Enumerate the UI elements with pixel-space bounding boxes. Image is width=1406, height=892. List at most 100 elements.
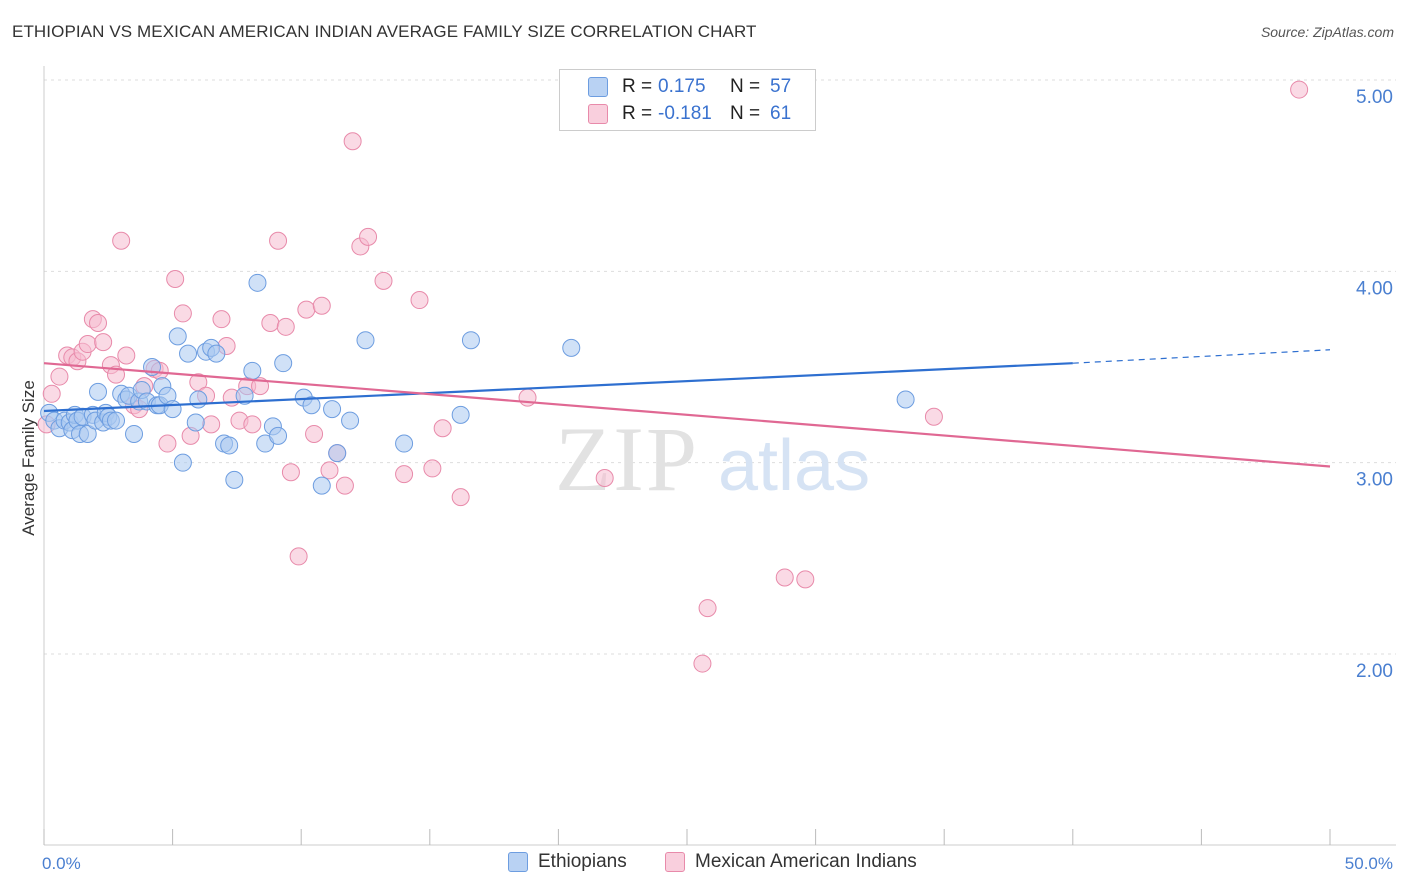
- data-point: [269, 231, 288, 250]
- data-point: [343, 132, 362, 151]
- data-point: [395, 465, 414, 484]
- data-point: [189, 390, 208, 409]
- data-point: [50, 367, 69, 386]
- data-point: [125, 424, 144, 443]
- data-point: [423, 459, 442, 478]
- data-point: [395, 434, 414, 453]
- watermark-zip: ZIP: [555, 408, 699, 510]
- data-point: [173, 304, 192, 323]
- data-point: [179, 344, 198, 363]
- legend-n-value: 61: [770, 103, 792, 124]
- legend-swatch-pink: [588, 104, 608, 124]
- data-point: [302, 396, 321, 415]
- data-point: [220, 436, 239, 455]
- data-point: [276, 317, 295, 336]
- data-point: [163, 400, 182, 419]
- axes: 2.00 3.00 4.00 5.00 0.0% 50.0%: [42, 66, 1396, 873]
- data-point: [335, 476, 354, 495]
- legend-stats: R = 0.175 N = 57 R = -0.181 N = 61: [559, 69, 816, 131]
- legend-label: Ethiopians: [538, 851, 627, 872]
- data-point: [461, 331, 480, 350]
- data-point: [89, 382, 108, 401]
- watermark-atlas: atlas: [718, 426, 870, 506]
- data-point: [1290, 80, 1309, 99]
- data-point: [94, 333, 113, 352]
- legend-swatch-pink: [665, 852, 685, 872]
- data-point: [78, 335, 97, 354]
- data-point: [243, 361, 262, 380]
- data-point: [796, 570, 815, 589]
- legend-swatch-blue: [588, 77, 608, 97]
- data-point: [269, 426, 288, 445]
- data-point: [924, 407, 943, 426]
- data-point: [158, 434, 177, 453]
- data-point: [207, 344, 226, 363]
- data-point: [235, 386, 254, 405]
- data-point: [78, 424, 97, 443]
- data-point: [312, 296, 331, 315]
- data-point: [451, 488, 470, 507]
- data-point: [274, 354, 293, 373]
- y-tick-label: 3.00: [1356, 470, 1393, 491]
- data-point: [173, 453, 192, 472]
- trend-line-mexican-american-indians: [43, 362, 1331, 468]
- data-point: [341, 411, 360, 430]
- source-credit: Source: ZipAtlas.com: [1260, 24, 1394, 40]
- data-point: [312, 476, 331, 495]
- y-tick-label: 4.00: [1356, 278, 1393, 299]
- x-tick-label: 50.0%: [1345, 854, 1393, 873]
- data-point: [356, 331, 375, 350]
- data-point: [89, 313, 108, 332]
- data-point: [693, 654, 712, 673]
- legend-r-value: 0.175: [658, 76, 706, 97]
- legend-r-label: R =: [622, 103, 653, 124]
- legend-swatch-blue: [508, 852, 528, 872]
- data-point: [42, 384, 61, 403]
- data-point: [451, 405, 470, 424]
- data-point: [896, 390, 915, 409]
- legend-n-value: 57: [770, 76, 792, 97]
- legend-item-ethiopians: Ethiopians: [508, 851, 627, 873]
- y-tick-label: 5.00: [1356, 87, 1393, 108]
- x-tick-label: 0.0%: [42, 854, 81, 873]
- grid-lines: [44, 79, 1396, 655]
- data-point: [186, 413, 205, 432]
- data-point: [117, 346, 136, 365]
- data-point: [359, 227, 378, 246]
- legend-item-mexican-american-indians: Mexican American Indians: [665, 851, 917, 873]
- series-mexican-american-indians-points: [37, 80, 1309, 673]
- data-point: [166, 269, 185, 288]
- data-point: [202, 415, 221, 434]
- data-point: [323, 400, 342, 419]
- y-tick-label: 2.00: [1356, 661, 1393, 682]
- data-point: [168, 327, 187, 346]
- legend-r-value: -0.181: [658, 103, 712, 124]
- data-point: [225, 470, 244, 489]
- legend-row-mexican-american-indians: R = -0.181 N = 61: [560, 102, 791, 126]
- data-point: [305, 424, 324, 443]
- series-ethiopians-points: [40, 273, 915, 495]
- data-point: [289, 547, 308, 566]
- data-point: [433, 419, 452, 438]
- data-point: [112, 231, 131, 250]
- data-point: [248, 273, 267, 292]
- data-point: [281, 463, 300, 482]
- data-point: [775, 568, 794, 587]
- chart-title: ETHIOPIAN VS MEXICAN AMERICAN INDIAN AVE…: [12, 22, 757, 41]
- legend-series: Ethiopians Mexican American Indians: [0, 851, 1406, 877]
- data-point: [261, 313, 280, 332]
- data-point: [562, 338, 581, 357]
- y-axis-label: Average Family Size: [19, 380, 38, 536]
- legend-n-label: N =: [730, 103, 761, 124]
- trend-line-ethiopians-extension: [1072, 349, 1331, 364]
- legend-label: Mexican American Indians: [695, 851, 917, 872]
- legend-n-label: N =: [730, 76, 761, 97]
- data-point: [243, 415, 262, 434]
- data-point: [374, 271, 393, 290]
- data-point: [410, 291, 429, 310]
- legend-row-ethiopians: R = 0.175 N = 57: [560, 75, 791, 99]
- data-point: [212, 310, 231, 329]
- trend-lines: [43, 349, 1331, 468]
- watermark: ZIP atlas: [555, 408, 870, 510]
